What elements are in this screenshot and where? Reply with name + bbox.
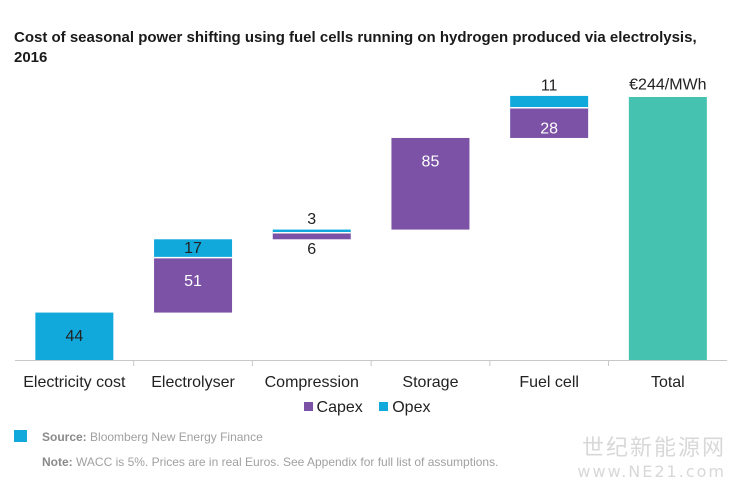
legend-item-capex: Capex [303,399,363,417]
note-line: Note: WACC is 5%. Prices are in real Eur… [42,455,498,469]
bar-capex-compression [272,232,351,240]
x-tick-label-compression: Compression [265,374,359,391]
data-label-opex-electricity-cost: 44 [65,328,83,345]
bar-opex-electrolyser [154,239,233,258]
source-label: Source: [42,430,87,444]
legend-swatch-opex [379,402,389,411]
bar-opex-fuel-cell [510,95,589,108]
legend: Capex Opex [0,399,734,417]
bar-capex-electrolyser [154,257,233,313]
watermark-line1: 世纪新能源网 [581,436,726,461]
bar-capex-storage [391,137,470,230]
x-tick-label-total: Total [651,374,685,391]
data-label-capex-fuel-cell: 28 [540,120,558,137]
watermark-line2: www.NE21.com [577,462,726,481]
watermark: 世纪新能源网 www.NE21.com [577,430,726,481]
data-label-opex-compression: 3 [307,211,316,228]
legend-label-opex: Opex [392,399,431,416]
source-marker [14,430,27,442]
data-label-capex-storage: 85 [422,153,440,170]
data-label-capex-compression: 6 [307,241,316,258]
chart-title: Cost of seasonal power shifting using fu… [14,29,697,66]
source-text: Bloomberg New Energy Finance [90,430,263,444]
data-label-opex-fuel-cell: 11 [541,77,558,94]
waterfall-chart: Electricity cost Electrolyser Compression S… [15,77,728,391]
bar-opex-electricity-cost [35,312,114,360]
data-label-opex-electrolyser: 17 [184,240,202,257]
x-tick-label-electrolyser: Electrolyser [151,374,235,391]
x-tick-label-storage: Storage [402,374,458,391]
x-tick-label-electricity-cost: Electricity cost [23,374,126,391]
legend-swatch-capex [303,402,313,411]
x-tick-label-fuel-cell: Fuel cell [519,374,579,391]
source-line: Source: Bloomberg New Energy Finance [42,430,263,444]
note-label: Note: [42,455,73,469]
data-label-capex-electrolyser: 51 [184,273,202,290]
bar-opex-compression [272,229,351,233]
legend-label-capex: Capex [316,399,363,416]
note-text: WACC is 5%. Prices are in real Euros. Se… [76,455,499,469]
bar-capex-fuel-cell [510,107,589,138]
data-label-total: €244/MWh [629,77,706,94]
legend-item-opex: Opex [379,399,430,417]
bar-total [628,97,707,360]
